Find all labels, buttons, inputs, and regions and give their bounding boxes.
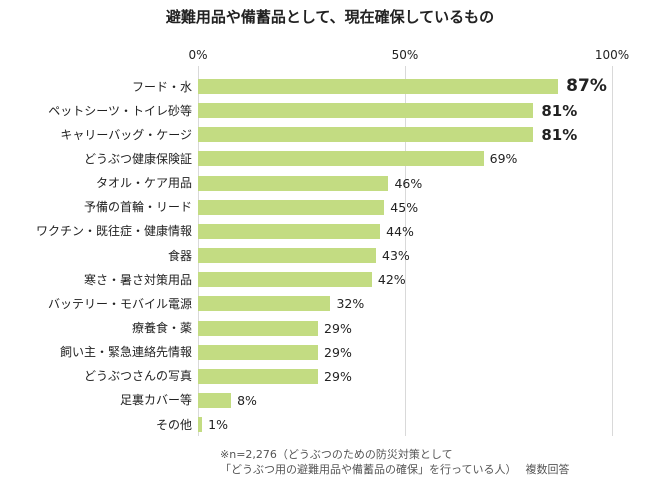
bar <box>198 417 203 433</box>
data-label: 43% <box>382 248 410 264</box>
tick-label-0: 0% <box>188 48 208 62</box>
bar <box>198 296 331 312</box>
tick-label-50: 50% <box>391 48 419 62</box>
data-label: 81% <box>541 126 578 145</box>
bar <box>198 175 389 191</box>
footnote-line: 「どうぶつ用の避難用品や備蓄品の確保」を行っている人） 複数回答 <box>220 463 570 476</box>
gridline <box>405 66 406 436</box>
bar <box>198 151 484 167</box>
bar <box>198 103 534 119</box>
category-label: キャリーバッグ・ケージ <box>60 127 192 142</box>
data-label: 81% <box>541 102 578 121</box>
category-label: バッテリー・モバイル電源 <box>47 296 192 311</box>
data-label: 69% <box>489 151 518 167</box>
data-label: 29% <box>324 320 352 336</box>
bar <box>198 272 372 288</box>
category-label: その他 <box>155 417 192 432</box>
gridline <box>612 66 613 436</box>
category-label: 食器 <box>167 248 192 263</box>
bar <box>198 392 232 408</box>
category-label: ペットシーツ・トイレ砂等 <box>48 103 192 118</box>
category-label: 療養食・薬 <box>131 321 192 335</box>
category-label: 足裏カバー等 <box>119 393 192 408</box>
category-label: ワクチン・既往症・健康情報 <box>35 224 192 239</box>
data-label: 46% <box>394 175 423 191</box>
footnote-line: ※n=2,276（どうぶつのための防災対策として <box>220 448 453 461</box>
bar <box>198 320 319 336</box>
bar <box>198 248 377 264</box>
data-label: 42% <box>377 272 406 288</box>
category-label: どうぶつ健康保険証 <box>83 151 192 166</box>
tick-label-100: 100% <box>594 48 630 62</box>
footnote: ※n=2,276（どうぶつのための防災対策として 「どうぶつ用の避難用品や備蓄品… <box>220 447 569 477</box>
data-label: 1% <box>208 417 228 433</box>
category-label: 飼い主・緊急連絡先情報 <box>59 345 192 360</box>
category-label: 予備の首輪・リード <box>83 200 192 215</box>
category-label: 寒さ・暑さ対策用品 <box>83 272 192 287</box>
data-label: 87% <box>566 76 607 96</box>
chart-title: 避難用品や備蓄品として、現在確保しているもの <box>165 8 495 26</box>
data-label: 29% <box>324 368 352 384</box>
data-label: 29% <box>324 344 352 360</box>
bar <box>198 223 381 239</box>
bar <box>198 79 559 94</box>
category-label: フード・水 <box>131 79 192 94</box>
data-label: 32% <box>336 296 365 312</box>
data-label: 44% <box>386 223 414 239</box>
data-label: 8% <box>237 392 257 408</box>
category-label: どうぶつさんの写真 <box>83 369 192 384</box>
category-label: タオル・ケア用品 <box>95 176 192 191</box>
bar <box>198 199 385 215</box>
bar <box>198 368 319 384</box>
data-label: 45% <box>390 199 419 215</box>
bar <box>198 127 534 143</box>
bar <box>198 344 319 360</box>
